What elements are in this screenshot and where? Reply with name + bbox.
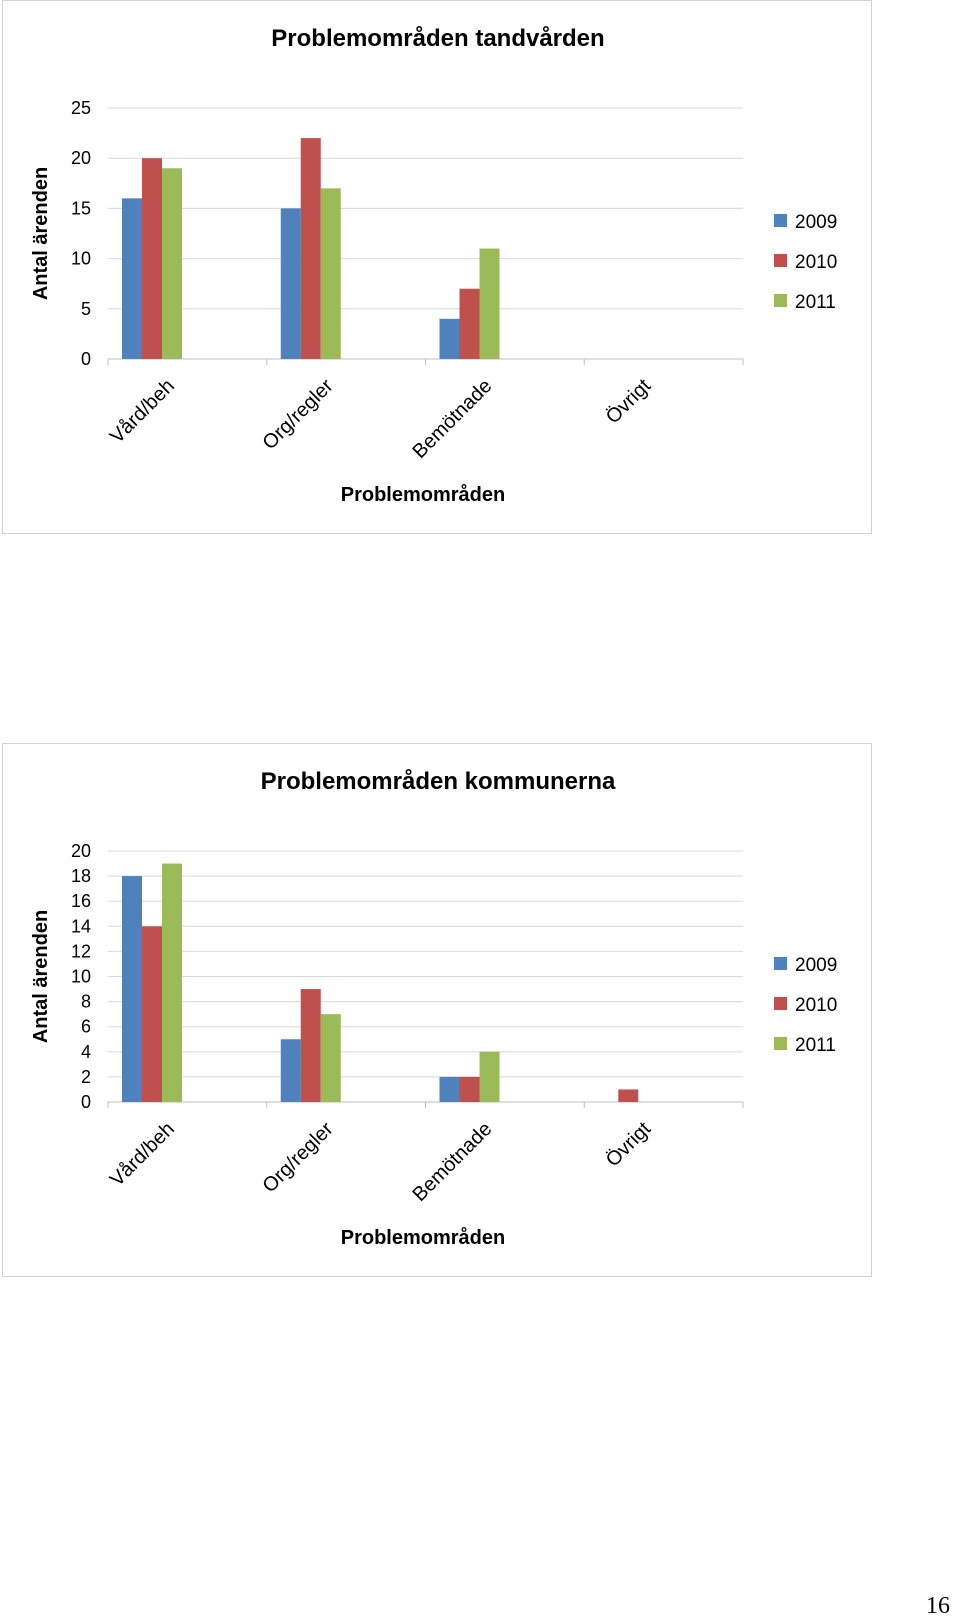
y-tick-label: 5 [81,299,91,319]
bar-2009-3 [439,318,460,359]
y-tick-label: 20 [71,148,91,168]
y-tick-label: 14 [71,916,91,936]
y-tick-label: 16 [71,891,91,911]
legend-swatch-2009 [774,214,787,227]
y-tick-label: 0 [81,349,91,369]
x-category-label: Vård/beh [106,375,179,448]
legend-label-2009: 2009 [795,212,837,233]
x-category-label: Övrigt [602,375,656,429]
y-tick-label: 2 [81,1067,91,1087]
bar-2009-3 [439,1076,460,1102]
legend-swatch-2010 [774,254,787,267]
legend-label-2009: 2009 [795,955,837,976]
legend-swatch-2009 [774,957,787,970]
y-axis-label: Antal ärenden [30,167,52,300]
chart-kommunerna: Problemområden kommunerna Antal ärenden 0 2… [2,743,872,1277]
bar-2010-1 [142,926,162,1102]
y-tick-label: 10 [71,249,91,269]
x-category-label: Org/regler [258,1118,337,1197]
bar-2009-1 [122,876,142,1102]
legend-label-2011: 2011 [795,1035,836,1056]
bar-2011-1 [162,863,182,1102]
x-category-label: Org/regler [258,375,337,454]
legend-label-2010: 2010 [795,995,837,1016]
y-tick-label: 15 [71,198,91,218]
bar-2010-3 [459,288,480,359]
chart-tandvarden: Problemområden tandvården Antal ärenden 0 5… [2,0,872,534]
bar-2009-1 [122,198,142,359]
y-axis-label: Antal ärenden [30,910,52,1043]
bar-2011-2 [320,1014,341,1102]
chart-tandvarden-svg: Problemområden tandvården Antal ärenden 0 5… [30,25,837,506]
legend-swatch-2010 [774,997,787,1010]
chart-kommunerna-svg: Problemområden kommunerna Antal ärenden 0 2… [30,768,837,1249]
bar-2009-2 [280,208,301,359]
bar-2009-2 [280,1039,301,1102]
chart-title: Problemområden tandvården [271,25,604,52]
bar-2010-2 [300,138,321,359]
legend-swatch-2011 [774,1037,787,1050]
x-category-label: Vård/beh [106,1118,179,1191]
bar-2010-1 [142,158,162,359]
y-tick-label: 8 [81,992,91,1012]
y-tick-label: 0 [81,1092,91,1112]
legend-swatch-2011 [774,294,787,307]
bar-2011-1 [162,168,182,359]
y-tick-label: 18 [71,866,91,886]
x-category-label: Övrigt [602,1118,656,1172]
bar-2010-3 [459,1076,480,1102]
x-axis-label: Problemområden [341,1226,505,1249]
bar-2010-2 [300,989,321,1102]
legend-label-2011: 2011 [795,292,836,313]
page-number: 16 [926,1593,950,1619]
y-tick-label: 6 [81,1017,91,1037]
bar-2011-2 [320,188,341,359]
legend-label-2010: 2010 [795,252,837,273]
chart-title: Problemområden kommunerna [261,768,616,795]
bar-2011-3 [479,248,500,359]
bar-2011-3 [479,1051,500,1102]
y-tick-label: 25 [71,98,91,118]
bar-2010-4 [618,1089,639,1102]
y-tick-label: 12 [71,941,91,961]
x-axis-label: Problemområden [341,483,505,506]
y-tick-label: 4 [81,1042,91,1062]
x-category-label: Bemötnade [409,375,497,463]
y-tick-label: 10 [71,967,91,987]
y-tick-label: 20 [71,841,91,861]
x-category-label: Bemötnade [409,1118,497,1206]
